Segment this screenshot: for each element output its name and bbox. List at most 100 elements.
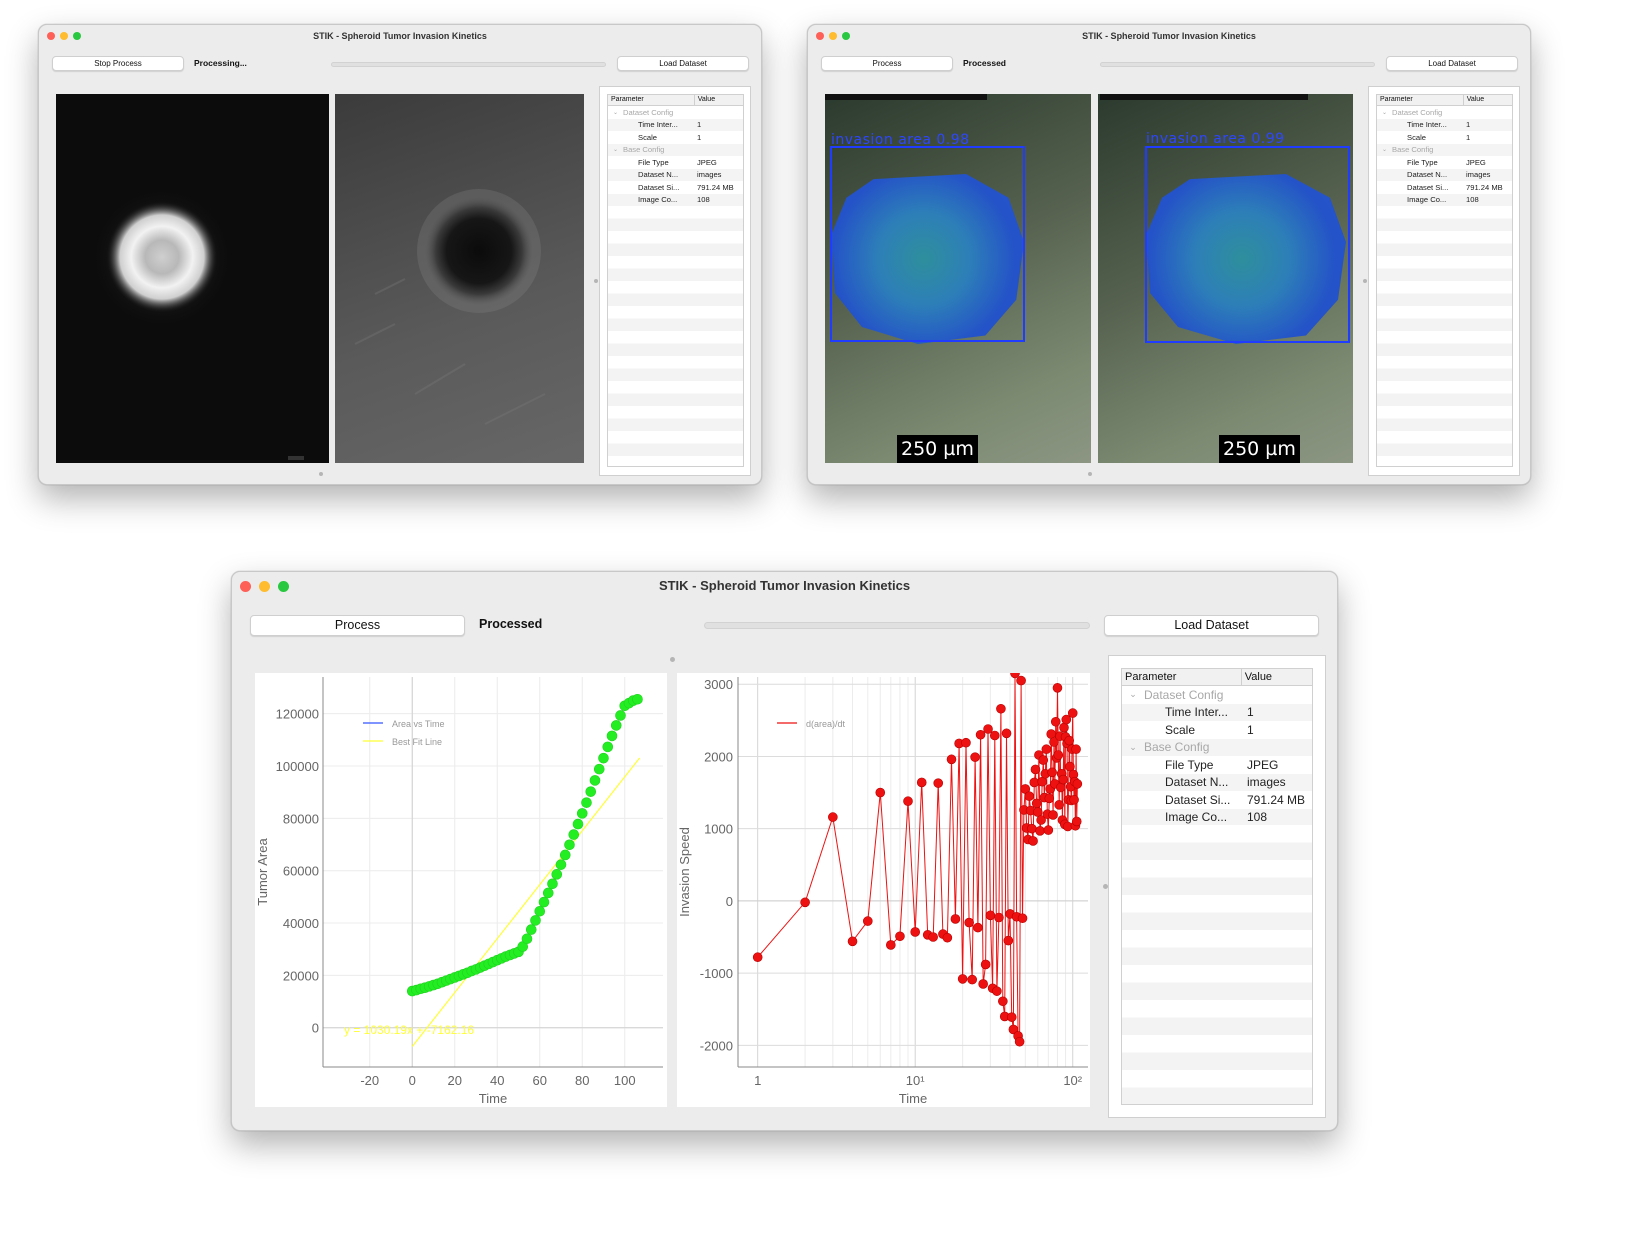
table-row[interactable]: Scale 1 [1407,132,1471,142]
tumor-area-plot[interactable]: -20 0 20 40 60 80 100 0 20000 40000 60000 80000 1000… [255,673,667,1107]
table-row[interactable]: Time Inter... 1 [1377,118,1512,131]
minimize-window-button[interactable] [829,32,837,40]
table-row[interactable]: Dataset Si... 791.24 MB [1407,182,1503,192]
table-row[interactable]: Scale 1 [1165,722,1254,737]
data-point [1046,729,1057,739]
status-label: Processed [963,58,1006,68]
load-dataset-button[interactable]: Load Dataset [1386,56,1518,71]
chevron-down-icon[interactable]: ⌄ [1129,689,1137,700]
parameter-table[interactable]: Parameter Value ⌄ Dataset Config Time Int… [1121,668,1313,1105]
splitter-handle[interactable] [670,657,675,662]
window-processed-detections: STIK - Spheroid Tumor Invasion Kinetics … [807,24,1531,485]
splitter-handle[interactable] [1363,279,1367,283]
zoom-window-button[interactable] [73,32,81,40]
x-tick-label: 10² [1063,1073,1082,1088]
data-point [973,922,983,933]
table-row[interactable]: Dataset N... images [1377,168,1512,181]
chevron-down-icon[interactable]: ⌄ [1129,741,1137,752]
invasion-speed-chart[interactable]: 1 10¹ 10² -2000 -1000 0 1000 2000 3000 Time Invasi… [677,668,1090,1107]
close-window-button[interactable] [240,581,251,592]
chevron-down-icon[interactable]: ⌄ [1381,109,1388,116]
x-tick-label: 1 [754,1073,761,1088]
chevron-down-icon[interactable]: ⌄ [612,147,619,154]
load-dataset-button[interactable]: Load Dataset [617,56,749,71]
group-row[interactable]: ⌄ Dataset Config [608,106,743,119]
process-button[interactable]: Process [250,615,465,636]
column-header-value[interactable]: Value [1244,671,1273,683]
window-title: STIK - Spheroid Tumor Invasion Kinetics [658,578,911,593]
chevron-down-icon[interactable]: ⌄ [1381,147,1388,154]
splitter-handle[interactable] [1103,884,1108,889]
splitter-handle[interactable] [594,279,598,283]
table-row[interactable]: Dataset Si... 791.24 MB [1165,792,1306,807]
column-header-value[interactable]: Value [1466,96,1485,103]
minimize-window-button[interactable] [259,581,270,592]
data-point [1071,744,1081,755]
data-point [752,952,763,963]
tumor-area-chart[interactable]: -20 0 20 40 60 80 100 0 20000 40000 60000 80000 1000… [255,673,667,1107]
table-row[interactable]: File Type JPEG [1407,157,1486,167]
table-row[interactable]: Time Inter... 1 [608,118,743,131]
data-point [967,974,977,985]
group-row[interactable]: ⌄ Dataset Config [1377,106,1512,119]
status-label: Processing... [194,58,247,68]
data-point [1067,708,1078,718]
y-axis-label: Invasion Speed [677,827,692,917]
column-header-parameter[interactable]: Parameter [1122,669,1242,685]
group-row[interactable]: ⌄ Base Config [1122,738,1312,756]
window-title: STIK - Spheroid Tumor Invasion Kinetics [313,31,487,41]
spheroid-fluorescence [90,186,304,460]
detection-box [1145,146,1350,343]
table-row[interactable]: Image Co... 108 [1122,808,1312,826]
table-empty-area [608,206,743,466]
data-point [1028,836,1038,846]
stop-process-button[interactable]: Stop Process [52,56,184,71]
x-tick-label: 0 [409,1073,416,1088]
group-row[interactable]: ⌄ Dataset Config [1122,686,1312,704]
table-row[interactable]: Time Inter... 1 [1122,703,1312,721]
splitter-handle[interactable] [319,472,323,476]
close-window-button[interactable] [816,32,824,40]
y-tick-label: 120000 [276,707,319,722]
progress-bar [331,62,606,67]
invasion-mask [1146,174,1346,344]
y-tick-label: 60000 [283,864,319,879]
table-row[interactable]: Dataset N... images [1122,773,1312,791]
chevron-down-icon[interactable]: ⌄ [612,109,619,116]
zoom-window-button[interactable] [278,581,289,592]
data-point [847,936,858,947]
data-point [933,778,944,788]
table-row[interactable]: Dataset N... images [608,168,743,181]
table-empty-area [1377,206,1512,466]
traffic-lights [47,32,81,40]
minimize-window-button[interactable] [60,32,68,40]
table-row[interactable]: Image Co... 108 [608,193,743,206]
splitter-handle[interactable] [1088,472,1092,476]
detection-image-1: invasion area 0.98 250 µm [825,94,1091,463]
table-row[interactable]: Scale 1 [638,132,702,142]
table-row[interactable]: File Type JPEG [1165,757,1279,772]
detection-label: invasion area 0.98 [831,132,970,148]
data-point [576,808,588,819]
table-row[interactable]: Dataset Si... 791.24 MB [638,182,734,192]
process-button[interactable]: Process [821,56,953,71]
column-header-parameter[interactable]: Parameter [608,95,695,105]
parameter-table[interactable]: Parameter Value ⌄ Dataset Config Time Int… [607,94,744,467]
group-row[interactable]: ⌄ Base Config [608,143,743,156]
column-header-value[interactable]: Value [697,96,716,103]
parameter-panel: Parameter Value ⌄ Dataset Config Time Int… [1368,86,1520,476]
column-header-parameter[interactable]: Parameter [1377,95,1464,105]
table-row[interactable]: File Type JPEG [638,157,717,167]
parameter-table[interactable]: Parameter Value ⌄ Dataset Config Time Int… [1376,94,1513,467]
group-row[interactable]: ⌄ Base Config [1377,143,1512,156]
y-tick-label: -1000 [700,966,733,981]
load-dataset-button[interactable]: Load Dataset [1104,615,1319,636]
y-tick-label: -2000 [700,1038,733,1053]
invasion-speed-plot[interactable]: 1 10¹ 10² -2000 -1000 0 1000 2000 3000 Time Invasi… [677,668,1090,1107]
close-window-button[interactable] [47,32,55,40]
data-point [1029,777,1040,788]
table-row[interactable]: Image Co... 108 [1377,193,1512,206]
data-point [1038,755,1049,765]
y-tick-label: 1000 [704,822,733,837]
zoom-window-button[interactable] [842,32,850,40]
